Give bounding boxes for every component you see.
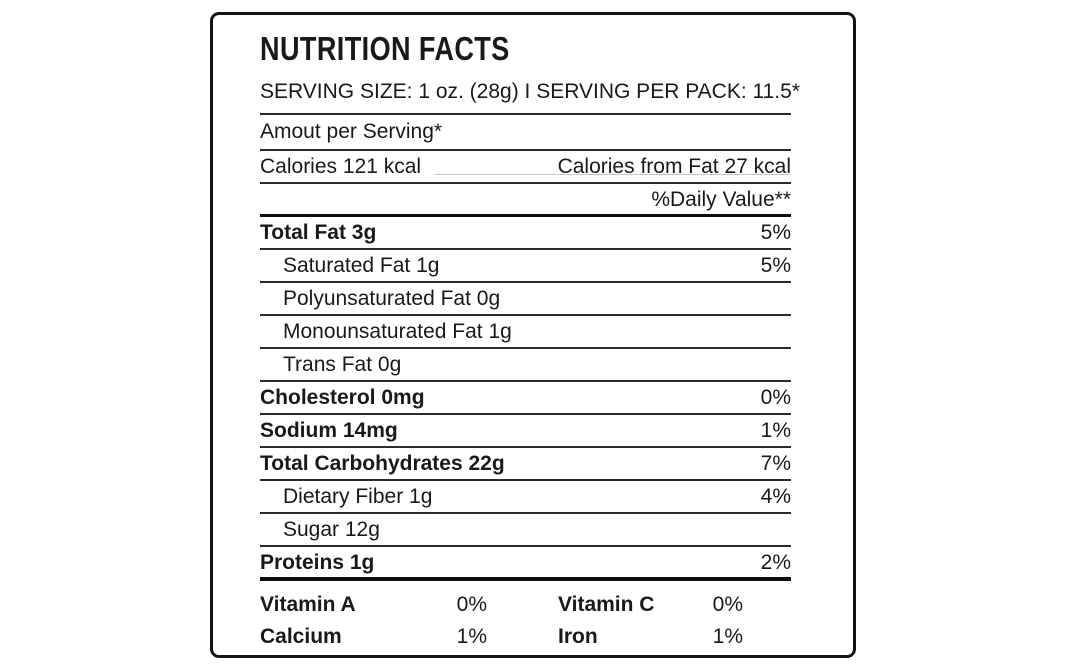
serving-size-line: SERVING SIZE: 1 oz. (28g) I SERVING PER …	[260, 80, 800, 115]
nutrient-value: 1%	[760, 419, 791, 442]
faint-baseline-rule	[435, 174, 791, 175]
daily-value-header: %Daily Value**	[260, 184, 791, 217]
nutrient-value: 4%	[760, 485, 791, 508]
nutrient-value: 5%	[760, 254, 791, 277]
micronutrient-value: 0%	[456, 593, 487, 616]
nutrient-row: Sugar 12g	[260, 514, 791, 547]
nutrient-name: Total Carbohydrates 22g	[260, 452, 505, 475]
nutrition-label: NUTRITION FACTS SERVING SIZE: 1 oz. (28g…	[210, 12, 856, 658]
micronutrient-value: 0%	[712, 593, 743, 616]
nutrient-row: Total Carbohydrates 22g 7%	[260, 448, 791, 481]
micronutrient-name: Calcium	[260, 625, 342, 648]
micronutrient-row: Vitamin A 0% Vitamin C 0%	[260, 591, 791, 621]
nutrient-value: 0%	[760, 386, 791, 409]
nutrient-name: Saturated Fat 1g	[283, 254, 440, 277]
micronutrient-grid: Vitamin A 0% Vitamin C 0% Calcium 1% Iro…	[260, 591, 791, 653]
nutrient-row: Saturated Fat 1g 5%	[260, 250, 791, 283]
micronutrient-row: Calcium 1% Iron 1%	[260, 623, 791, 653]
nutrient-row: Monounsaturated Fat 1g	[260, 316, 791, 349]
nutrient-value: 2%	[760, 551, 791, 574]
nutrient-name: Cholesterol 0mg	[260, 386, 425, 409]
nutrient-row: Polyunsaturated Fat 0g	[260, 283, 791, 316]
micronutrient-name: Vitamin C	[558, 593, 655, 616]
calories-value: Calories 121 kcal	[260, 155, 422, 178]
nutrient-row: Cholesterol 0mg 0%	[260, 382, 791, 415]
nutrient-value: 5%	[760, 221, 791, 244]
nutrient-row: Dietary Fiber 1g 4%	[260, 481, 791, 514]
calories-from-fat: Calories from Fat 27 kcal	[557, 155, 791, 178]
nutrient-name: Polyunsaturated Fat 0g	[283, 287, 501, 310]
nutrient-row: Sodium 14mg 1%	[260, 415, 791, 448]
nutrient-name: Dietary Fiber 1g	[283, 485, 433, 508]
nutrient-row: Total Fat 3g 5%	[260, 217, 791, 250]
micronutrient-value: 1%	[712, 625, 743, 648]
nutrient-value: 7%	[760, 452, 791, 475]
nutrient-name: Monounsaturated Fat 1g	[283, 320, 512, 343]
nutrient-name: Trans Fat 0g	[283, 353, 402, 376]
nutrient-row: Trans Fat 0g	[260, 349, 791, 382]
column-spacer	[487, 623, 558, 653]
micronutrient-value: 1%	[456, 625, 487, 648]
nutrient-name: Sodium 14mg	[260, 419, 398, 442]
nutrient-name: Total Fat 3g	[260, 221, 377, 244]
micronutrient-name: Iron	[558, 625, 598, 648]
nutrient-name: Proteins 1g	[260, 551, 375, 574]
amount-per-serving: Amout per Serving*	[260, 115, 791, 151]
label-title: NUTRITION FACTS	[260, 30, 510, 67]
calories-row: Calories 121 kcal Calories from Fat 27 k…	[260, 151, 791, 184]
nutrient-row: Proteins 1g 2%	[260, 547, 791, 581]
nutrient-name: Sugar 12g	[283, 518, 380, 541]
micronutrient-name: Vitamin A	[260, 593, 356, 616]
column-spacer	[487, 591, 558, 621]
